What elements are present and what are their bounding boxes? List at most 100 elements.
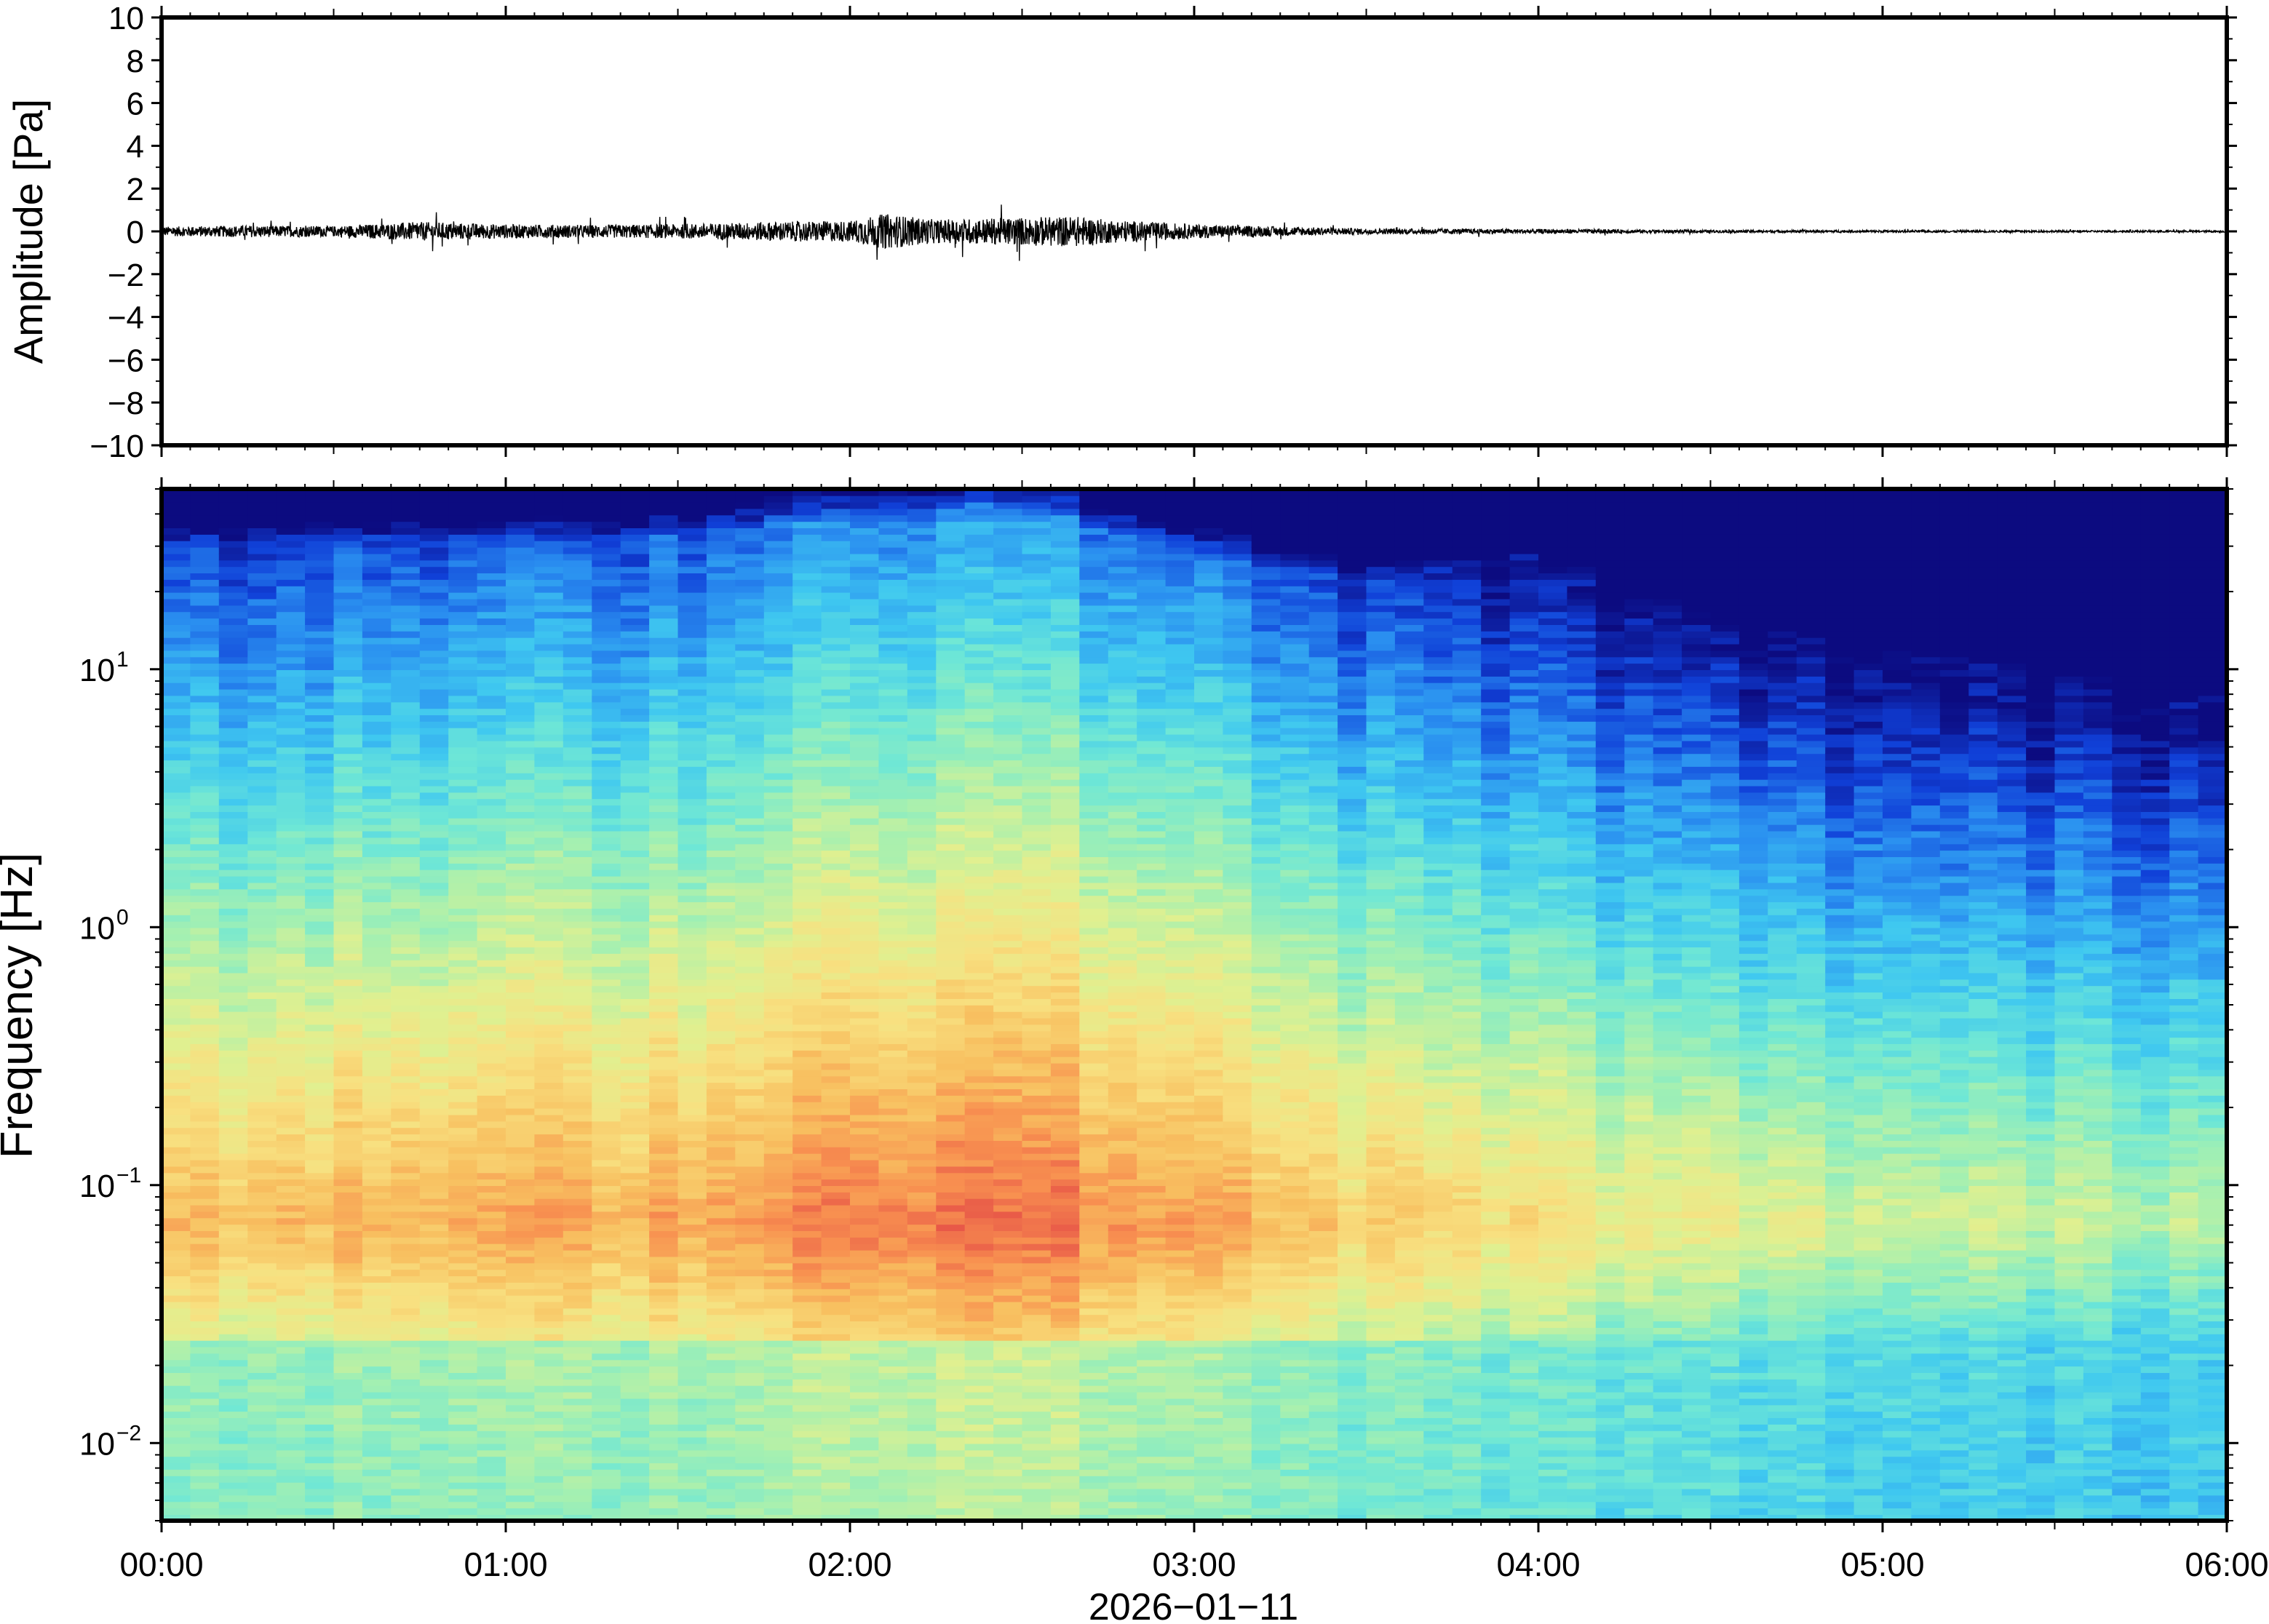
- spectrogram-cell: [563, 1237, 592, 1244]
- spectrogram-cell: [735, 1030, 765, 1038]
- spectrogram-cell: [878, 1153, 908, 1161]
- spectrogram-cell: [592, 1192, 621, 1199]
- spectrogram-cell: [305, 1404, 335, 1412]
- spectrogram-cell: [763, 605, 793, 613]
- spectrogram-cell: [162, 1114, 191, 1122]
- spectrogram-cell: [448, 888, 478, 896]
- spectrogram-cell: [563, 1005, 592, 1012]
- spectrogram-cell: [792, 1359, 822, 1367]
- spectrogram-cell: [620, 579, 650, 586]
- spectrogram-cell: [477, 489, 506, 496]
- spectrogram-cell: [362, 785, 392, 793]
- spectrogram-cell: [878, 773, 908, 780]
- spectrogram-cell: [592, 1443, 621, 1451]
- spectrogram-cell: [936, 1050, 966, 1057]
- spectrogram-cell: [592, 1062, 621, 1070]
- spectrogram-cell: [477, 1456, 506, 1464]
- spectrogram-cell: [247, 1481, 277, 1489]
- spectrogram-cell: [850, 1307, 880, 1315]
- spectrogram-cell: [162, 920, 191, 928]
- spectrogram-cell: [448, 579, 478, 586]
- spectrogram-cell: [878, 540, 908, 548]
- spectrogram-cell: [448, 901, 478, 909]
- spectrogram-cell: [592, 1172, 621, 1180]
- spectrogram-cell: [677, 1030, 707, 1038]
- spectrogram-cell: [448, 1075, 478, 1083]
- spectrogram-cell: [763, 489, 793, 496]
- spectrogram-cell: [993, 818, 1023, 825]
- spectrogram-cell: [276, 1275, 306, 1283]
- spectrogram-cell: [276, 721, 306, 728]
- spectrogram-cell: [534, 953, 564, 960]
- spectrogram-cell: [218, 1095, 248, 1102]
- spectrogram-cell: [763, 985, 793, 993]
- spectrogram-cell: [993, 1430, 1023, 1438]
- spectrogram-cell: [506, 760, 536, 767]
- spectrogram-cell: [677, 1289, 707, 1296]
- spectrogram-cell: [763, 875, 793, 883]
- spectrogram-cell: [247, 837, 277, 845]
- spectrogram-cell: [333, 830, 363, 838]
- spectrogram-cell: [649, 895, 679, 902]
- spectrogram-cell: [592, 908, 621, 915]
- spectrogram-cell: [218, 1508, 248, 1515]
- spectrogram-cell: [477, 966, 506, 974]
- spectrogram-cell: [305, 1101, 335, 1109]
- spectrogram-cell: [706, 1307, 736, 1315]
- spectrogram-cell: [763, 1346, 793, 1354]
- spectrogram-cell: [792, 618, 822, 625]
- spectrogram-cell: [735, 1398, 765, 1406]
- spectrogram-cell: [706, 1030, 736, 1038]
- spectrogram-cell: [506, 1224, 536, 1231]
- spectrogram-cell: [821, 908, 851, 915]
- spectrogram-cell: [735, 1321, 765, 1328]
- spectrogram-cell: [333, 1366, 363, 1373]
- spectrogram-cell: [649, 727, 679, 735]
- spectrogram-cell: [620, 1140, 650, 1147]
- spectrogram-cell: [620, 715, 650, 722]
- spectrogram-cell: [735, 805, 765, 812]
- spectrogram-cell: [419, 1005, 449, 1012]
- spectrogram-cell: [162, 972, 191, 980]
- spectrogram-cell: [333, 998, 363, 1006]
- spectrogram-cell: [362, 972, 392, 980]
- spectrogram-cell: [964, 875, 994, 883]
- spectrogram-cell: [218, 1140, 248, 1147]
- spectrogram-cell: [706, 766, 736, 773]
- spectrogram-cell: [477, 805, 506, 812]
- spectrogram-cell: [506, 766, 536, 773]
- spectrogram-cell: [850, 972, 880, 980]
- spectrogram-cell: [333, 1198, 363, 1206]
- spectrogram-cell: [706, 960, 736, 967]
- spectrogram-cell: [592, 1346, 621, 1354]
- spectrogram-cell: [592, 1404, 621, 1412]
- spectrogram-cell: [878, 1198, 908, 1206]
- spectrogram-cell: [792, 1417, 822, 1425]
- spectrogram-cell: [448, 1056, 478, 1064]
- spectrogram-cell: [620, 1307, 650, 1315]
- spectrogram-cell: [477, 1069, 506, 1077]
- spectrogram-cell: [850, 611, 880, 619]
- spectrogram-cell: [706, 1107, 736, 1115]
- spectrogram-cell: [735, 1249, 765, 1257]
- spectrogram-cell: [763, 760, 793, 767]
- spectrogram-cell: [878, 1366, 908, 1373]
- spectrogram-cell: [936, 631, 966, 638]
- spectrogram-cell: [706, 1436, 736, 1444]
- spectrogram-cell: [391, 998, 421, 1006]
- spectrogram-cell: [850, 489, 880, 496]
- spectrogram-cell: [276, 1508, 306, 1515]
- spectrogram-cell: [964, 495, 994, 503]
- spectrogram-cell: [763, 1069, 793, 1077]
- spectrogram-cell: [534, 682, 564, 690]
- spectrogram-cell: [649, 985, 679, 993]
- spectrogram-cell: [448, 773, 478, 780]
- spectrogram-cell: [534, 1404, 564, 1412]
- spectrogram-cell: [218, 1314, 248, 1322]
- spectrogram-cell: [735, 1289, 765, 1296]
- spectrogram-cell: [162, 979, 191, 987]
- spectrogram-cell: [964, 1488, 994, 1496]
- spectrogram-cell: [792, 1062, 822, 1070]
- spectrogram-cell: [620, 1359, 650, 1367]
- spectrogram-cell: [821, 798, 851, 806]
